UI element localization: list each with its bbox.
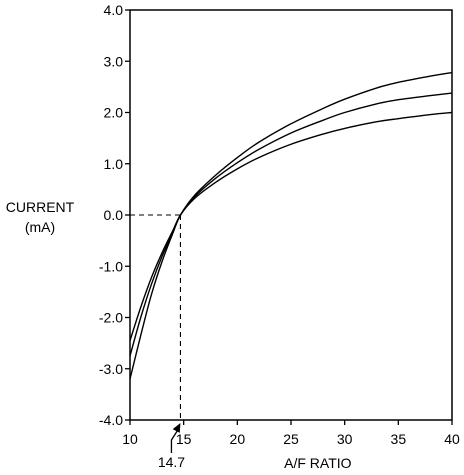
curve-3 — [129, 111, 453, 341]
y-tick-label: 2.0 — [104, 105, 124, 121]
annotation-label: 14.7 — [158, 454, 185, 470]
x-tick-labels: 10 15 20 25 30 35 40 — [122, 431, 460, 447]
y-tick-label: 0.0 — [104, 207, 124, 223]
x-tick-label: 40 — [444, 431, 460, 447]
x-tick-label: 20 — [230, 431, 246, 447]
y-tick-label: 1.0 — [104, 156, 124, 172]
x-tick-label: 10 — [122, 431, 138, 447]
x-tick-label: 15 — [176, 431, 192, 447]
y-tick-labels: 4.0 3.0 2.0 1.0 0.0 -1.0 -2.0 -3.0 -4.0 — [99, 2, 123, 428]
ratio-annotation: 14.7 — [158, 423, 185, 470]
reference-lines — [130, 214, 181, 420]
plot-frame — [129, 9, 453, 421]
curve-2 — [129, 92, 453, 357]
y-tick-label: 3.0 — [104, 53, 124, 69]
y-tick-label: -1.0 — [99, 258, 123, 274]
y-axis-title: CURRENT — [6, 199, 75, 215]
curves — [129, 71, 453, 380]
curve-1 — [129, 71, 453, 380]
y-tick-label: -2.0 — [99, 310, 123, 326]
axis-ticks — [125, 9, 453, 425]
x-tick-label: 35 — [391, 431, 407, 447]
annotation-leader-line — [170, 428, 179, 453]
annotation-arrowhead — [172, 423, 181, 433]
y-tick-label: -3.0 — [99, 361, 123, 377]
y-axis-unit: (mA) — [25, 219, 55, 235]
x-tick-label: 30 — [337, 431, 353, 447]
x-tick-label: 25 — [283, 431, 299, 447]
y-tick-label: 4.0 — [104, 2, 124, 18]
x-axis-title: A/F RATIO — [284, 455, 352, 471]
y-tick-label: -4.0 — [99, 412, 123, 428]
